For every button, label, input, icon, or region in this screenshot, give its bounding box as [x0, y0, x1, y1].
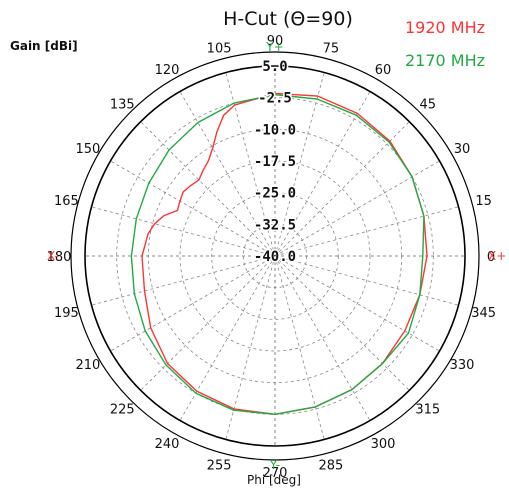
outer-frame-circle [70, 51, 480, 461]
outer-ring [84, 65, 466, 447]
grid-spoke [140, 121, 276, 257]
angle-tick-label: 105 [207, 41, 232, 56]
angle-tick-label: 45 [419, 97, 436, 112]
grid-spoke [274, 121, 410, 257]
grid-ring [179, 160, 371, 352]
grid-spoke [140, 255, 276, 391]
angle-tick-label: 60 [375, 63, 392, 78]
grid-spoke [179, 91, 276, 257]
angle-tick-label: 300 [371, 437, 396, 452]
tick-labels: 0 15 30 45 60 75 90 105 120 135 150 165 180 195 210 225… [47, 34, 496, 481]
legend-entry-2170: 2170 MHz [405, 51, 485, 70]
angle-tick-label: 150 [76, 142, 101, 157]
grid-spoke [274, 255, 459, 306]
grid-spoke [274, 255, 440, 352]
grid-spoke [274, 72, 325, 257]
angle-tick-label: 0 [487, 250, 495, 265]
grid-spoke [274, 206, 459, 257]
grid-spoke [110, 160, 276, 257]
angle-tick-label: 225 [110, 403, 135, 418]
y-plus-marker: Y+ [265, 40, 283, 54]
legend: 1920 MHz 2170 MHz [405, 18, 485, 70]
series-layer [130, 92, 428, 415]
angle-tick-label: 135 [110, 97, 135, 112]
grid-spoke [274, 255, 325, 440]
angle-tick-label: 315 [415, 403, 440, 418]
y-minus-marker: Y- [269, 458, 280, 472]
grid-ring [211, 192, 339, 320]
grid-spoke [110, 255, 276, 352]
angle-tick-label: 285 [318, 459, 343, 474]
angle-tick-label: 195 [54, 306, 79, 321]
angle-tick-label: 330 [450, 358, 475, 373]
legend-entry-1920: 1920 MHz [405, 18, 485, 37]
radial-tick-label: -17.5 [254, 154, 296, 170]
series-line-2170 [130, 94, 425, 415]
angle-tick-label: 210 [76, 358, 101, 373]
chart-title: H-Cut (Θ=90) [223, 8, 353, 30]
angle-tick-label: 165 [54, 194, 79, 209]
angle-tick-label: 15 [475, 194, 492, 209]
angle-tick-label: 270 [263, 466, 288, 481]
radial-tick-label: -2.5 [258, 91, 292, 107]
x-plus-marker: X+ [488, 249, 506, 263]
radial-tick-label: -40.0 [254, 249, 296, 265]
angle-tick-label: 75 [323, 41, 340, 56]
grid-spoke [91, 255, 276, 306]
angle-tick-label: 345 [471, 306, 496, 321]
radial-tick-label: -25.0 [254, 186, 296, 202]
grid-spoke [274, 91, 371, 257]
angle-tick-label: 240 [155, 437, 180, 452]
angle-tick-label: 30 [454, 142, 471, 157]
radial-tick-label: -32.5 [254, 217, 296, 233]
angle-tick-label: 180 [47, 250, 72, 265]
angle-tick-label: 120 [155, 63, 180, 78]
grid-spoke [91, 206, 276, 257]
radial-tick-label: 5.0 [262, 59, 287, 75]
radial-tick-label: -10.0 [254, 122, 296, 138]
y-axis-label: Gain [dBi] [10, 39, 78, 53]
angle-tick-label: 255 [207, 459, 232, 474]
x-minus-marker: X- [47, 249, 59, 263]
x-axis-label: Phi [deg] [247, 473, 301, 487]
angle-tick-label: 90 [267, 34, 284, 49]
grid-spoke [274, 255, 371, 421]
grid-spoke [274, 255, 410, 391]
